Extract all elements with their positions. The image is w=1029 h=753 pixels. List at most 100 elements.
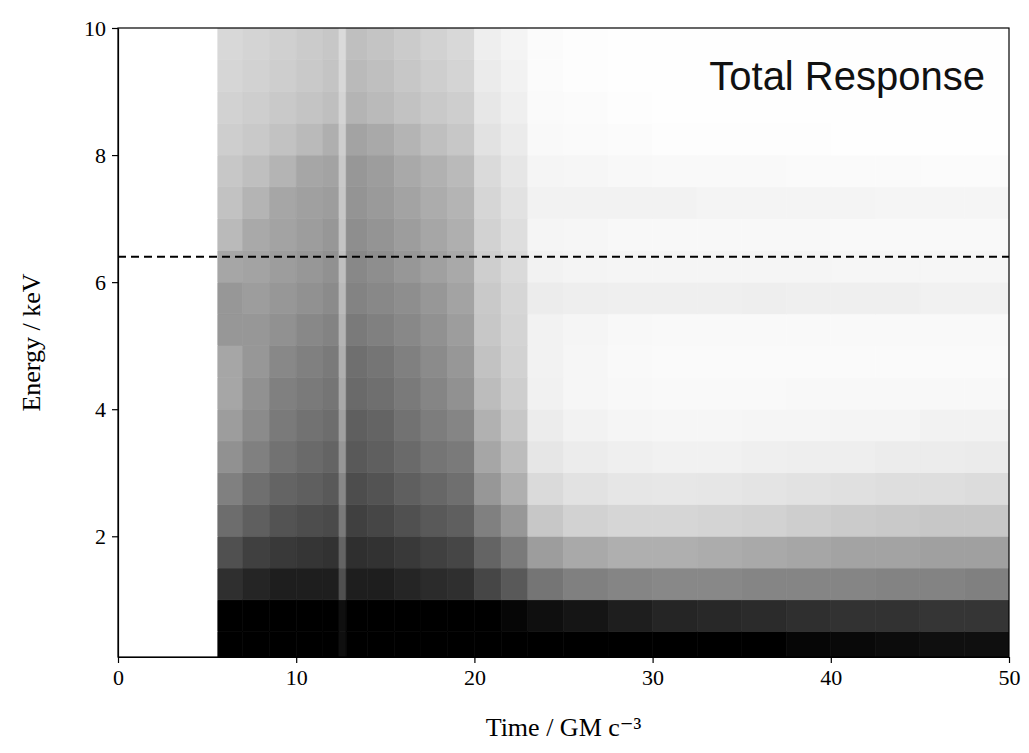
heatmap-cell (118, 536, 218, 568)
heatmap-cell (243, 441, 270, 473)
heatmap-cell (394, 377, 421, 409)
heatmap-cell (296, 282, 323, 314)
heatmap-cell (394, 473, 421, 505)
heatmap-cell (653, 632, 698, 657)
heatmap-cell (218, 441, 243, 473)
heatmap-cell (474, 632, 501, 657)
heatmap-cell (964, 632, 1009, 657)
heatmap-cell (697, 409, 742, 441)
heatmap-cell (269, 346, 296, 378)
heatmap-cell (964, 123, 1009, 155)
heatmap-cell (528, 282, 564, 314)
heatmap-cell (608, 60, 653, 92)
heatmap-cell (786, 123, 831, 155)
heatmap-cell (243, 28, 270, 60)
heatmap-cell (339, 28, 346, 60)
heatmap-cell (875, 505, 920, 537)
heatmap-cell (346, 536, 367, 568)
heatmap-cell (448, 346, 475, 378)
heatmap-cell (697, 377, 742, 409)
heatmap-cell (118, 568, 218, 600)
heatmap-cell (564, 314, 609, 346)
heatmap-cell (243, 568, 270, 600)
heatmap-cell (339, 60, 346, 92)
heatmap-cell (323, 505, 339, 537)
heatmap-cell (448, 282, 475, 314)
heatmap-cell (367, 155, 394, 187)
y-tick: 4 (95, 397, 118, 422)
heatmap-cell (448, 505, 475, 537)
heatmap-cell (243, 123, 270, 155)
heatmap-cell (653, 409, 698, 441)
heatmap-cell (269, 568, 296, 600)
heatmap-cell (964, 314, 1009, 346)
heatmap-cell (421, 28, 448, 60)
heatmap-cell (323, 92, 339, 124)
heatmap-cell (421, 155, 448, 187)
heatmap-cell (323, 473, 339, 505)
heatmap-cell (831, 409, 876, 441)
heatmap-cell (742, 441, 787, 473)
heatmap-cell (920, 536, 965, 568)
heatmap-cell (346, 409, 367, 441)
heatmap-cell (742, 536, 787, 568)
heatmap-cell (339, 187, 346, 219)
heatmap-cell (742, 123, 787, 155)
heatmap-cell (920, 377, 965, 409)
heatmap-cell (218, 28, 243, 60)
heatmap-cell (653, 346, 698, 378)
y-tick-label: 2 (95, 524, 106, 549)
heatmap-cell (920, 250, 965, 282)
heatmap-cell (964, 441, 1009, 473)
heatmap-cell (421, 377, 448, 409)
heatmap-cell (608, 92, 653, 124)
heatmap-cell (394, 314, 421, 346)
heatmap-cell (608, 536, 653, 568)
heatmap-cell (296, 441, 323, 473)
heatmap-cell (742, 632, 787, 657)
heatmap-cell (875, 441, 920, 473)
heatmap-cell (367, 123, 394, 155)
y-tick-mark (112, 28, 118, 29)
heatmap-cell (608, 187, 653, 219)
heatmap-cell (564, 155, 609, 187)
heatmap-cell (218, 473, 243, 505)
heatmap-cell (564, 28, 609, 60)
heatmap-cell (367, 92, 394, 124)
y-tick-label: 4 (95, 397, 106, 422)
heatmap-cell (448, 250, 475, 282)
heatmap-cell (269, 600, 296, 632)
heatmap-cell (218, 536, 243, 568)
x-tick-label: 20 (464, 665, 486, 690)
heatmap-cell (786, 346, 831, 378)
heatmap-cell (243, 346, 270, 378)
heatmap-cell (964, 568, 1009, 600)
heatmap-cell (920, 505, 965, 537)
heatmap-cell (474, 473, 501, 505)
heatmap-cell (269, 60, 296, 92)
heatmap-cell (875, 346, 920, 378)
heatmap-cell (448, 568, 475, 600)
y-tick-mark (112, 536, 118, 537)
heatmap-cell (367, 505, 394, 537)
heatmap-cell (448, 155, 475, 187)
heatmap-cell (296, 60, 323, 92)
heatmap-cell (786, 377, 831, 409)
heatmap-cell (394, 600, 421, 632)
heatmap-cell (323, 282, 339, 314)
x-tick-label: 50 (999, 665, 1021, 690)
heatmap-cell (421, 505, 448, 537)
heatmap-cell (339, 473, 346, 505)
heatmap-cell (831, 250, 876, 282)
heatmap-cell (501, 536, 528, 568)
heatmap-cell (339, 250, 346, 282)
heatmap-cell (964, 377, 1009, 409)
heatmap-cell (964, 155, 1009, 187)
heatmap-cell (118, 505, 218, 537)
heatmap-cell (448, 187, 475, 219)
heatmap-cell (339, 505, 346, 537)
heatmap-cell (474, 282, 501, 314)
heatmap-cell (474, 155, 501, 187)
heatmap-cell (474, 346, 501, 378)
heatmap-cell (528, 536, 564, 568)
